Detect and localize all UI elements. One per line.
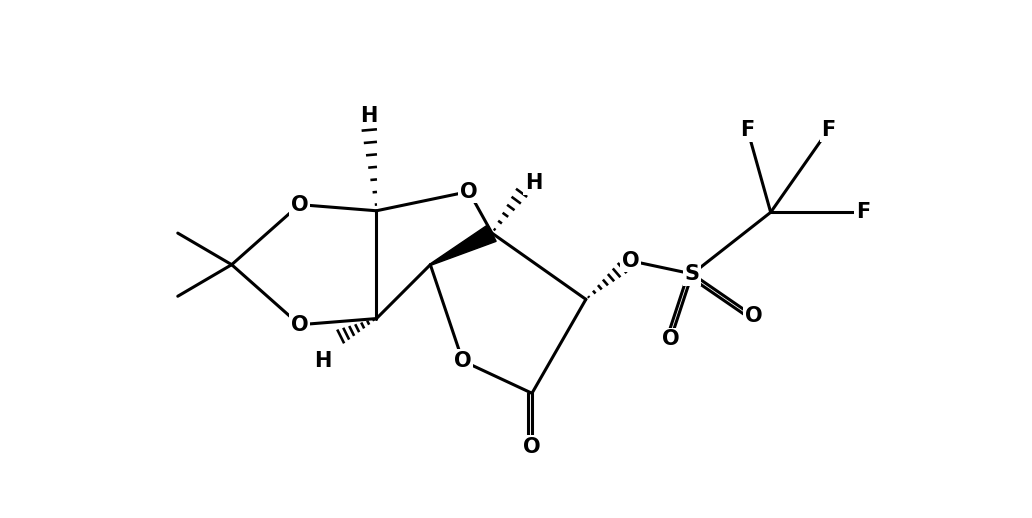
Text: H: H [360, 106, 378, 126]
Text: S: S [684, 264, 700, 284]
Text: F: F [821, 120, 836, 140]
Polygon shape [430, 225, 496, 265]
Text: F: F [740, 120, 754, 140]
Text: O: O [662, 329, 679, 349]
Text: O: O [523, 437, 541, 457]
Text: H: H [314, 351, 331, 371]
Text: O: O [745, 306, 763, 326]
Text: O: O [291, 315, 309, 335]
Text: H: H [525, 173, 542, 193]
Text: O: O [621, 251, 640, 271]
Text: O: O [460, 181, 478, 202]
Text: O: O [454, 351, 472, 371]
Text: O: O [291, 195, 309, 214]
Text: F: F [856, 203, 870, 222]
